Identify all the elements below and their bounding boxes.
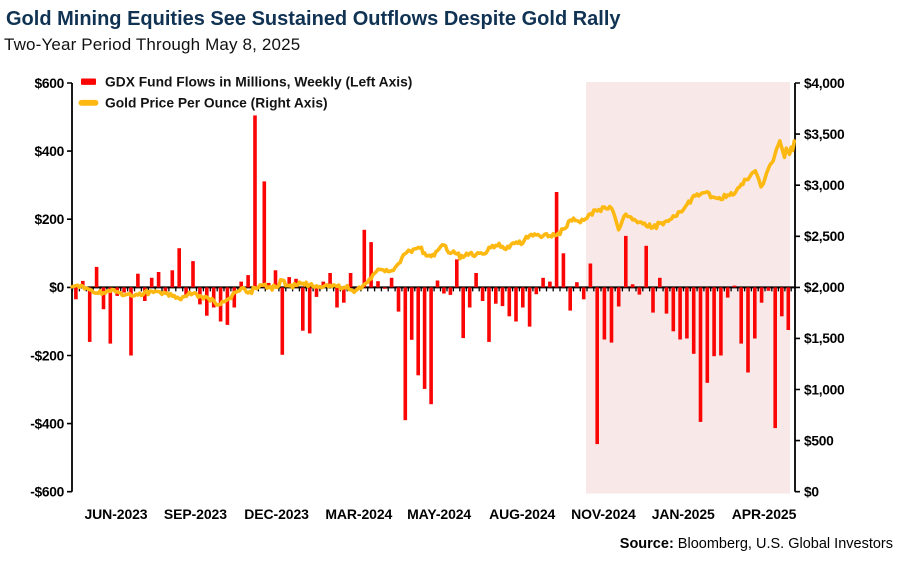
svg-text:DEC-2023: DEC-2023 (244, 506, 309, 522)
svg-text:MAY-2024: MAY-2024 (407, 506, 471, 522)
svg-text:$500: $500 (804, 433, 834, 448)
svg-text:$200: $200 (35, 212, 65, 227)
svg-text:$3,000: $3,000 (804, 178, 845, 193)
svg-text:AUG-2024: AUG-2024 (489, 506, 555, 522)
svg-text:$600: $600 (35, 76, 65, 91)
svg-text:$4,000: $4,000 (804, 76, 845, 91)
svg-text:-$400: -$400 (30, 416, 64, 431)
svg-text:$0: $0 (49, 280, 64, 295)
svg-text:Two-Year Period Through May 8,: Two-Year Period Through May 8, 2025 (4, 35, 300, 54)
svg-text:$1,000: $1,000 (804, 382, 845, 397)
svg-text:GDX Fund Flows in Millions, We: GDX Fund Flows in Millions, Weekly (Left… (105, 75, 412, 90)
svg-text:$400: $400 (35, 144, 65, 159)
svg-text:APR-2025: APR-2025 (732, 506, 797, 522)
svg-text:-$600: -$600 (30, 485, 64, 500)
svg-text:SEP-2023: SEP-2023 (164, 506, 227, 522)
svg-text:$0: $0 (804, 485, 819, 500)
svg-text:$2,000: $2,000 (804, 280, 845, 295)
svg-text:$1,500: $1,500 (804, 331, 845, 346)
svg-text:Source: Bloomberg, U.S. Global: Source: Bloomberg, U.S. Global Investors (620, 536, 893, 552)
svg-text:JAN-2025: JAN-2025 (652, 506, 715, 522)
svg-text:-$200: -$200 (30, 348, 64, 363)
svg-text:JUN-2023: JUN-2023 (84, 506, 147, 522)
svg-text:$3,500: $3,500 (804, 127, 845, 142)
svg-text:$2,500: $2,500 (804, 229, 845, 244)
svg-text:MAR-2024: MAR-2024 (325, 506, 392, 522)
svg-text:Gold Price Per Ounce (Right Ax: Gold Price Per Ounce (Right Axis) (105, 96, 328, 111)
svg-text:NOV-2024: NOV-2024 (571, 506, 636, 522)
svg-text:Gold Mining Equities See Susta: Gold Mining Equities See Sustained Outfl… (6, 8, 621, 30)
